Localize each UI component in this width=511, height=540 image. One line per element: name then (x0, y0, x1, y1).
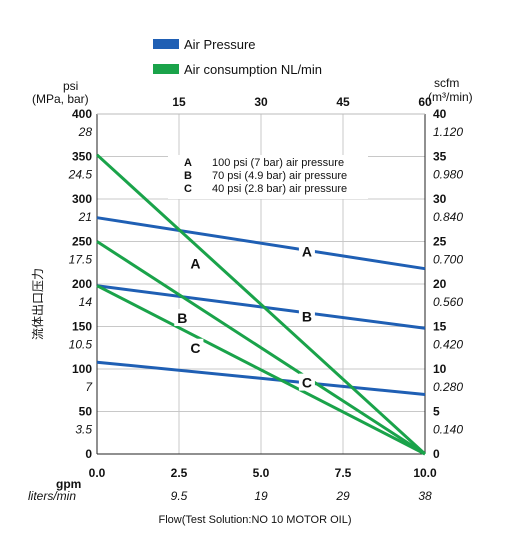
y-tick-mpa: 21 (78, 210, 92, 224)
left-unit-mpa: (MPa, bar) (32, 92, 89, 106)
pressure-label-c: C (302, 375, 312, 391)
x-tick-gpm: 7.5 (335, 466, 352, 480)
y-tick-psi: 400 (72, 107, 92, 121)
legend-label-air-consumption: Air consumption NL/min (184, 62, 322, 77)
footer-caption: Flow(Test Solution:NO 10 MOTOR OIL) (159, 514, 352, 526)
plot-frame (96, 113, 426, 455)
left-vertical-title: 流体出口压力 (31, 268, 45, 340)
consumption-line-b (96, 240, 426, 456)
y2-tick-m3: 0.840 (433, 210, 463, 224)
x-tick-gpm: 2.5 (171, 466, 188, 480)
y-tick-psi: 250 (72, 235, 92, 249)
pressure-label-b: B (302, 308, 312, 324)
consumption-line-c (96, 284, 426, 456)
x-tick-lpm: 19 (254, 489, 268, 503)
y2-tick-scfm: 20 (433, 277, 447, 291)
y-tick-mpa: 28 (78, 125, 93, 139)
x-unit-liters: liters/min (28, 489, 76, 503)
note-text: 70 psi (4.9 bar) air pressure (212, 170, 347, 182)
y2-tick-m3: 1.120 (433, 125, 463, 139)
y-tick-mpa: 10.5 (69, 338, 93, 352)
consumption-label-b: B (177, 310, 187, 326)
consumption-label-bg (174, 309, 191, 326)
x2-tick-scfm: 15 (172, 95, 186, 109)
right-unit-scfm: scfm (434, 76, 459, 90)
tick-labels: 0503.5100715010.52001425017.53002135024.… (68, 95, 464, 503)
pressure-line-c (96, 360, 426, 396)
x-tick-lpm: 38 (418, 489, 432, 503)
consumption-line-a (95, 153, 427, 456)
x-tick-gpm: 10.0 (413, 466, 437, 480)
y2-tick-scfm: 30 (433, 192, 447, 206)
note-key: C (184, 183, 192, 195)
note-key: B (184, 170, 192, 182)
legend: Air Pressure Air consumption NL/min (153, 37, 322, 77)
y2-tick-m3: 0.280 (433, 380, 463, 394)
y2-tick-m3: 0.420 (433, 338, 463, 352)
y-tick-psi: 200 (72, 277, 92, 291)
series-lines (95, 153, 427, 456)
pressure-label-bg (298, 373, 315, 391)
y2-tick-scfm: 25 (433, 235, 447, 249)
pressure-label-bg (298, 307, 315, 325)
y2-tick-scfm: 15 (433, 320, 447, 334)
y-tick-psi: 150 (72, 320, 92, 334)
legend-swatch-air-pressure (153, 39, 179, 49)
y2-tick-scfm: 5 (433, 405, 440, 419)
y-tick-mpa: 7 (85, 380, 93, 394)
x2-tick-scfm: 60 (418, 95, 432, 109)
consumption-label-a: A (190, 256, 200, 272)
legend-swatch-air-consumption (153, 64, 179, 74)
y2-tick-scfm: 10 (433, 362, 447, 376)
y-tick-psi: 50 (79, 405, 93, 419)
y2-tick-m3: 0.560 (433, 295, 463, 309)
pressure-line-a (96, 216, 426, 271)
x-unit-gpm: gpm (56, 477, 81, 491)
curve-notes: A 100 psi (7 bar) air pressure B 70 psi (4.… (168, 155, 368, 199)
y-tick-psi: 300 (72, 192, 92, 206)
consumption-label-bg (187, 254, 204, 272)
left-unit-psi: psi (63, 79, 78, 93)
note-key: A (184, 157, 192, 169)
pressure-line-b (96, 284, 426, 330)
x-tick-gpm: 5.0 (253, 466, 270, 480)
y-tick-psi: 0 (85, 447, 92, 461)
x-tick-gpm: 0.0 (89, 466, 106, 480)
x2-tick-scfm: 30 (254, 95, 268, 109)
right-unit-m3: (m³/min) (428, 90, 473, 104)
x2-tick-scfm: 45 (336, 95, 350, 109)
consumption-label-c: C (190, 340, 200, 356)
y-tick-mpa: 17.5 (69, 253, 93, 267)
y-tick-psi: 350 (72, 150, 92, 164)
legend-label-air-pressure: Air Pressure (184, 37, 256, 52)
x-tick-lpm: 9.5 (171, 489, 188, 503)
y2-tick-scfm: 0 (433, 447, 440, 461)
y2-tick-m3: 0.140 (433, 423, 463, 437)
y-tick-psi: 100 (72, 362, 92, 376)
y-tick-mpa: 3.5 (75, 423, 92, 437)
pressure-label-bg (298, 242, 315, 260)
note-text: 40 psi (2.8 bar) air pressure (212, 183, 347, 195)
y2-tick-scfm: 40 (433, 107, 447, 121)
y2-tick-m3: 0.980 (433, 168, 463, 182)
note-text: 100 psi (7 bar) air pressure (212, 157, 344, 169)
pressure-label-a: A (302, 244, 312, 260)
y2-tick-scfm: 35 (433, 150, 447, 164)
x-tick-lpm: 29 (335, 489, 350, 503)
y2-tick-m3: 0.700 (433, 253, 463, 267)
y-tick-mpa: 24.5 (68, 168, 93, 182)
y-tick-mpa: 14 (79, 295, 93, 309)
notes-box (168, 155, 368, 199)
consumption-label-bg (187, 338, 204, 356)
